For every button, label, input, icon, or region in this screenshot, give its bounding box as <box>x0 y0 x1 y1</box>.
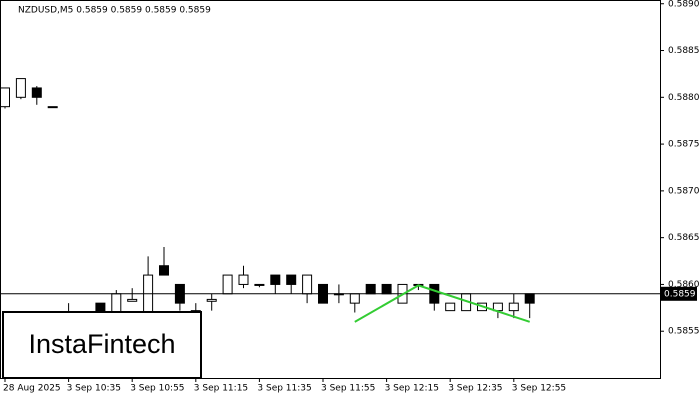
x-tick-label: 3 Sep 12:15 <box>385 384 439 394</box>
candle-body <box>445 302 456 312</box>
y-tick-label: 0.5880 <box>668 93 700 103</box>
last-price-label: 0.5859 <box>664 289 696 299</box>
candle-body <box>159 265 169 276</box>
candle-body <box>238 274 249 285</box>
candle-body <box>302 274 313 295</box>
chart-title: NZDUSD,M5 0.5859 0.5859 0.5859 0.5859 <box>18 6 211 16</box>
candle-body <box>270 274 281 285</box>
x-tick-label: 3 Sep 10:55 <box>130 384 184 394</box>
y-tick-label: 0.5885 <box>668 46 700 56</box>
x-tick-label: 3 Sep 11:55 <box>321 384 375 394</box>
y-tick-label: 0.5890 <box>668 0 700 9</box>
candle-body <box>222 274 233 295</box>
logo: InstaFintech <box>28 329 175 359</box>
candle-body <box>15 78 26 98</box>
last-price-box <box>661 286 697 301</box>
y-tick-label: 0.5870 <box>668 186 700 196</box>
y-tick-label: 0.5865 <box>668 233 700 243</box>
y-tick-label: 0.5855 <box>668 327 700 337</box>
x-tick-label: 3 Sep 12:35 <box>448 384 502 394</box>
candle-body <box>31 87 42 98</box>
candle-body <box>127 298 138 302</box>
candle-body <box>206 298 217 302</box>
candle-body <box>254 283 265 286</box>
x-tick-label: 3 Sep 11:35 <box>257 384 311 394</box>
x-tick-label: 3 Sep 12:55 <box>512 384 566 394</box>
candle-body <box>381 283 392 295</box>
candle-body <box>286 274 297 285</box>
x-tick-label: 3 Sep 11:15 <box>194 384 248 394</box>
candle-body <box>349 293 360 304</box>
plot-frame <box>0 0 661 379</box>
candle-body <box>365 283 376 295</box>
y-tick-label: 0.5875 <box>668 140 700 150</box>
candle-body <box>524 293 535 304</box>
candle-body <box>508 302 519 312</box>
x-tick-label: 3 Sep 10:35 <box>67 384 121 394</box>
logo-box <box>2 311 202 379</box>
candle-body <box>47 106 58 109</box>
candle-body <box>0 87 10 108</box>
x-tick-label: 28 Aug 2025 <box>3 384 61 394</box>
y-tick-label: 0.5860 <box>668 280 700 290</box>
pattern-line <box>354 284 531 323</box>
